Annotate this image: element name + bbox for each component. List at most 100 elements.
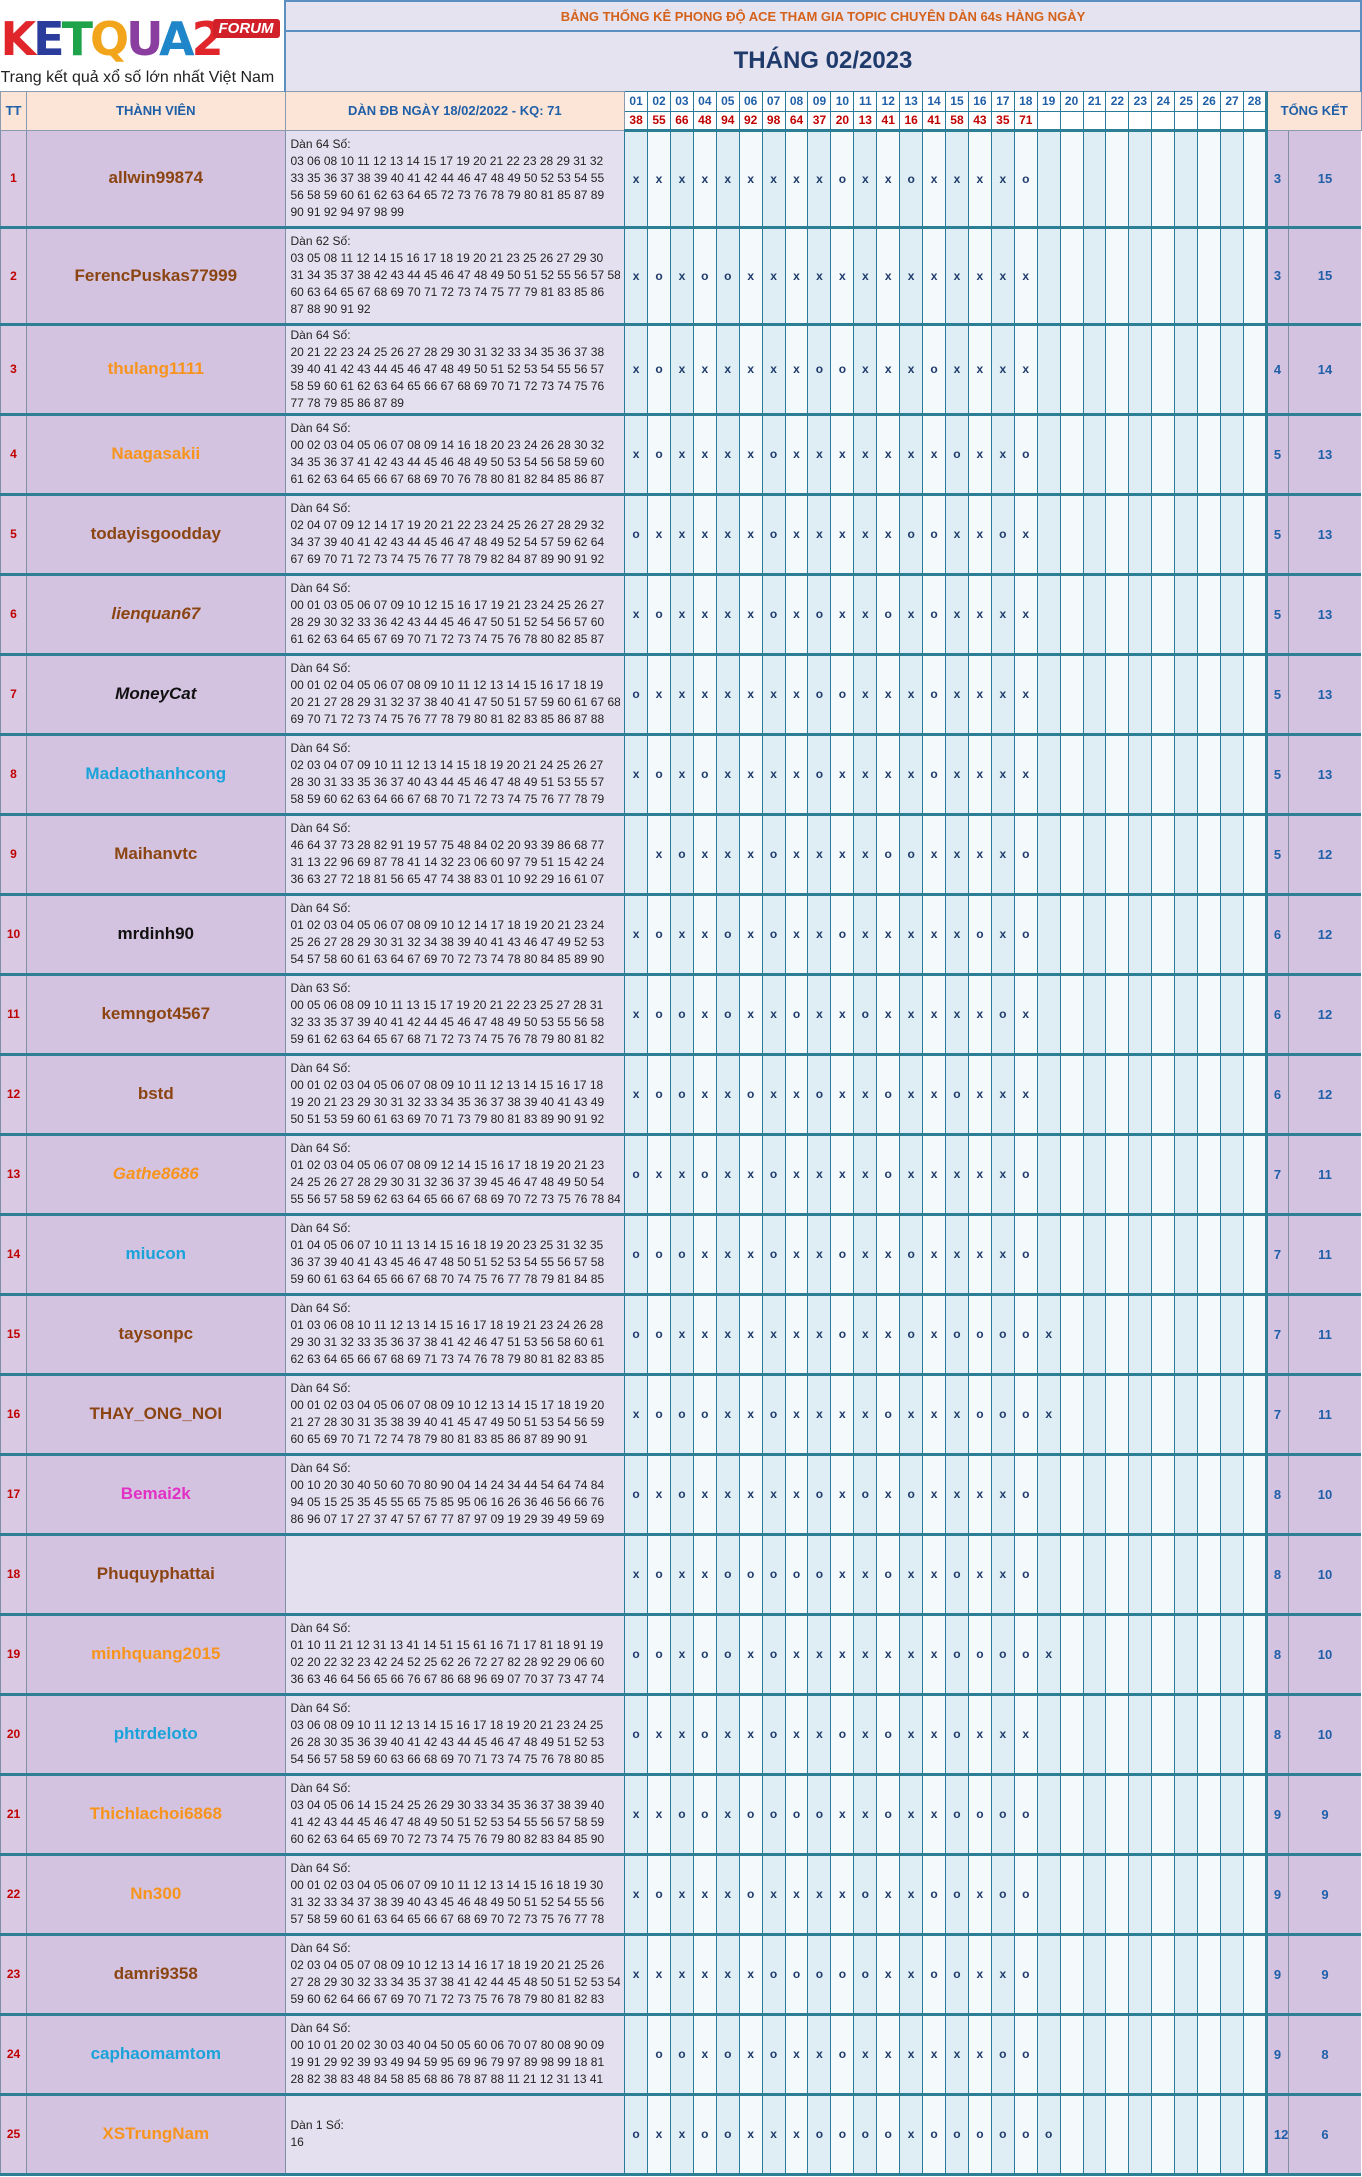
member-name[interactable]: todayisgoodday (26, 494, 285, 576)
day-mark (1174, 2014, 1198, 2096)
member-name[interactable]: XSTrungNam (26, 2094, 285, 2176)
day-mark (1220, 324, 1244, 416)
day-mark (1151, 574, 1175, 656)
dan-line: 34 35 36 37 41 42 43 44 45 46 48 49 50 5… (290, 455, 605, 469)
day-mark: x (945, 1374, 969, 1456)
dan-line: 00 05 06 08 09 10 11 13 15 17 19 20 21 2… (290, 998, 604, 1012)
day-mark: o (647, 414, 671, 496)
day-mark: x (945, 894, 969, 976)
member-name[interactable]: taysonpc (26, 1294, 285, 1376)
day-mark: o (830, 1294, 854, 1376)
member-name[interactable]: Madaothanhcong (26, 734, 285, 816)
day-mark: x (624, 974, 648, 1056)
member-name[interactable]: MoneyCat (26, 654, 285, 736)
day-mark: x (830, 1534, 854, 1616)
day-mark (1220, 814, 1244, 896)
dan-line: 20 21 27 28 29 31 32 37 38 40 41 47 50 5… (290, 695, 621, 709)
day-mark: x (807, 1854, 831, 1936)
day-mark: x (922, 1694, 946, 1776)
day-mark: x (853, 1614, 877, 1696)
day-mark: x (807, 414, 831, 496)
day-header: 25 (1174, 90, 1199, 112)
member-name[interactable]: lienquan67 (26, 574, 285, 656)
day-mark: x (692, 974, 717, 1056)
day-mark (1243, 974, 1267, 1056)
member-row: 23 damri9358 Dàn 64 Số: 02 03 04 05 07 08 0… (0, 1934, 1361, 2016)
day-mark (1082, 1614, 1106, 1696)
day-mark: o (945, 1934, 969, 2016)
dan-line: Dàn 64 Số: (290, 901, 351, 915)
dan-line: 59 60 61 63 64 65 66 67 68 70 74 75 76 7… (290, 1272, 605, 1286)
day-mark (1128, 227, 1152, 326)
day-mark: x (990, 1054, 1015, 1136)
day-mark (1151, 1454, 1175, 1536)
day-mark: x (647, 2094, 671, 2176)
member-name[interactable]: FerencPuskas77999 (26, 227, 285, 326)
day-mark (1082, 2094, 1106, 2176)
member-name[interactable]: mrdinh90 (26, 894, 285, 976)
day-mark: o (922, 654, 946, 736)
day-mark (1128, 130, 1152, 229)
member-name[interactable]: miucon (26, 1214, 285, 1296)
day-mark: o (807, 1774, 831, 1856)
day-mark: o (967, 894, 992, 976)
member-name[interactable]: damri9358 (26, 1934, 285, 2016)
member-name[interactable]: bstd (26, 1054, 285, 1136)
day-mark: x (876, 734, 900, 816)
day-mark: o (1013, 130, 1038, 229)
day-mark: o (1036, 2094, 1061, 2176)
day-mark: x (967, 974, 992, 1056)
day-result: 13 (853, 110, 878, 132)
member-name[interactable]: Bemai2k (26, 1454, 285, 1536)
member-name[interactable]: phtrdeloto (26, 1694, 285, 1776)
day-mark: x (624, 324, 648, 416)
member-name[interactable]: thulang1111 (26, 324, 285, 416)
day-mark: x (715, 1214, 740, 1296)
day-mark: x (899, 654, 923, 736)
member-name[interactable]: allwin99874 (26, 130, 285, 229)
day-mark (1174, 734, 1198, 816)
logo[interactable]: KETQUA2 FORUM Trang kết quả xổ số lớn nhất… (0, 1, 285, 91)
score-hits: 5 (1264, 814, 1289, 896)
member-name[interactable]: Phuquyphattai (26, 1534, 285, 1616)
row-rank: 1 (0, 130, 27, 229)
day-mark: o (876, 1054, 900, 1136)
member-name[interactable]: Naagasakii (26, 414, 285, 496)
dan-line: 94 05 15 25 35 45 55 65 75 85 95 06 16 2… (290, 1495, 605, 1509)
member-name[interactable]: Nn300 (26, 1854, 285, 1936)
member-name[interactable]: minhquang2015 (26, 1614, 285, 1696)
member-name[interactable]: Thichlachoi6868 (26, 1774, 285, 1856)
score-hits: 8 (1264, 1454, 1289, 1536)
dan-line: 41 42 43 44 45 46 47 48 49 50 51 52 53 5… (290, 1815, 605, 1829)
day-mark: o (647, 1534, 671, 1616)
day-mark (1174, 227, 1198, 326)
day-mark: o (945, 1694, 969, 1776)
member-name[interactable]: Maihanvtc (26, 814, 285, 896)
dan-line: 03 04 05 06 14 15 24 25 26 29 30 33 34 3… (290, 1798, 605, 1812)
day-mark (1105, 1374, 1129, 1456)
day-mark: x (738, 734, 763, 816)
day-mark: x (647, 1934, 671, 2016)
day-result (1082, 110, 1107, 132)
day-mark (1151, 734, 1175, 816)
day-mark: x (738, 1214, 763, 1296)
day-mark: x (945, 814, 969, 896)
member-name[interactable]: THAY_ONG_NOI (26, 1374, 285, 1456)
member-row: 25 XSTrungNam Dàn 1 Số: 16 o x x o o x x x o o o o x o o o o… (0, 2094, 1361, 2176)
member-name[interactable]: kemngot4567 (26, 974, 285, 1056)
day-mark: x (967, 1934, 992, 2016)
day-mark: x (669, 1854, 694, 1936)
day-mark: o (692, 1614, 717, 1696)
day-mark: x (738, 1694, 763, 1776)
day-mark: x (738, 1454, 763, 1536)
dan-line: 00 01 02 04 05 06 07 08 09 10 11 12 13 1… (290, 678, 604, 692)
day-mark (1128, 734, 1152, 816)
day-mark (1036, 1454, 1061, 1536)
day-mark (1243, 2014, 1267, 2096)
score-total: 12 (1287, 1054, 1361, 1136)
member-name[interactable]: Gathe8686 (26, 1134, 285, 1216)
member-name[interactable]: caphaomamtom (26, 2014, 285, 2096)
day-mark (1174, 1854, 1198, 1936)
day-result: 43 (967, 110, 992, 132)
score-total: 12 (1287, 814, 1361, 896)
